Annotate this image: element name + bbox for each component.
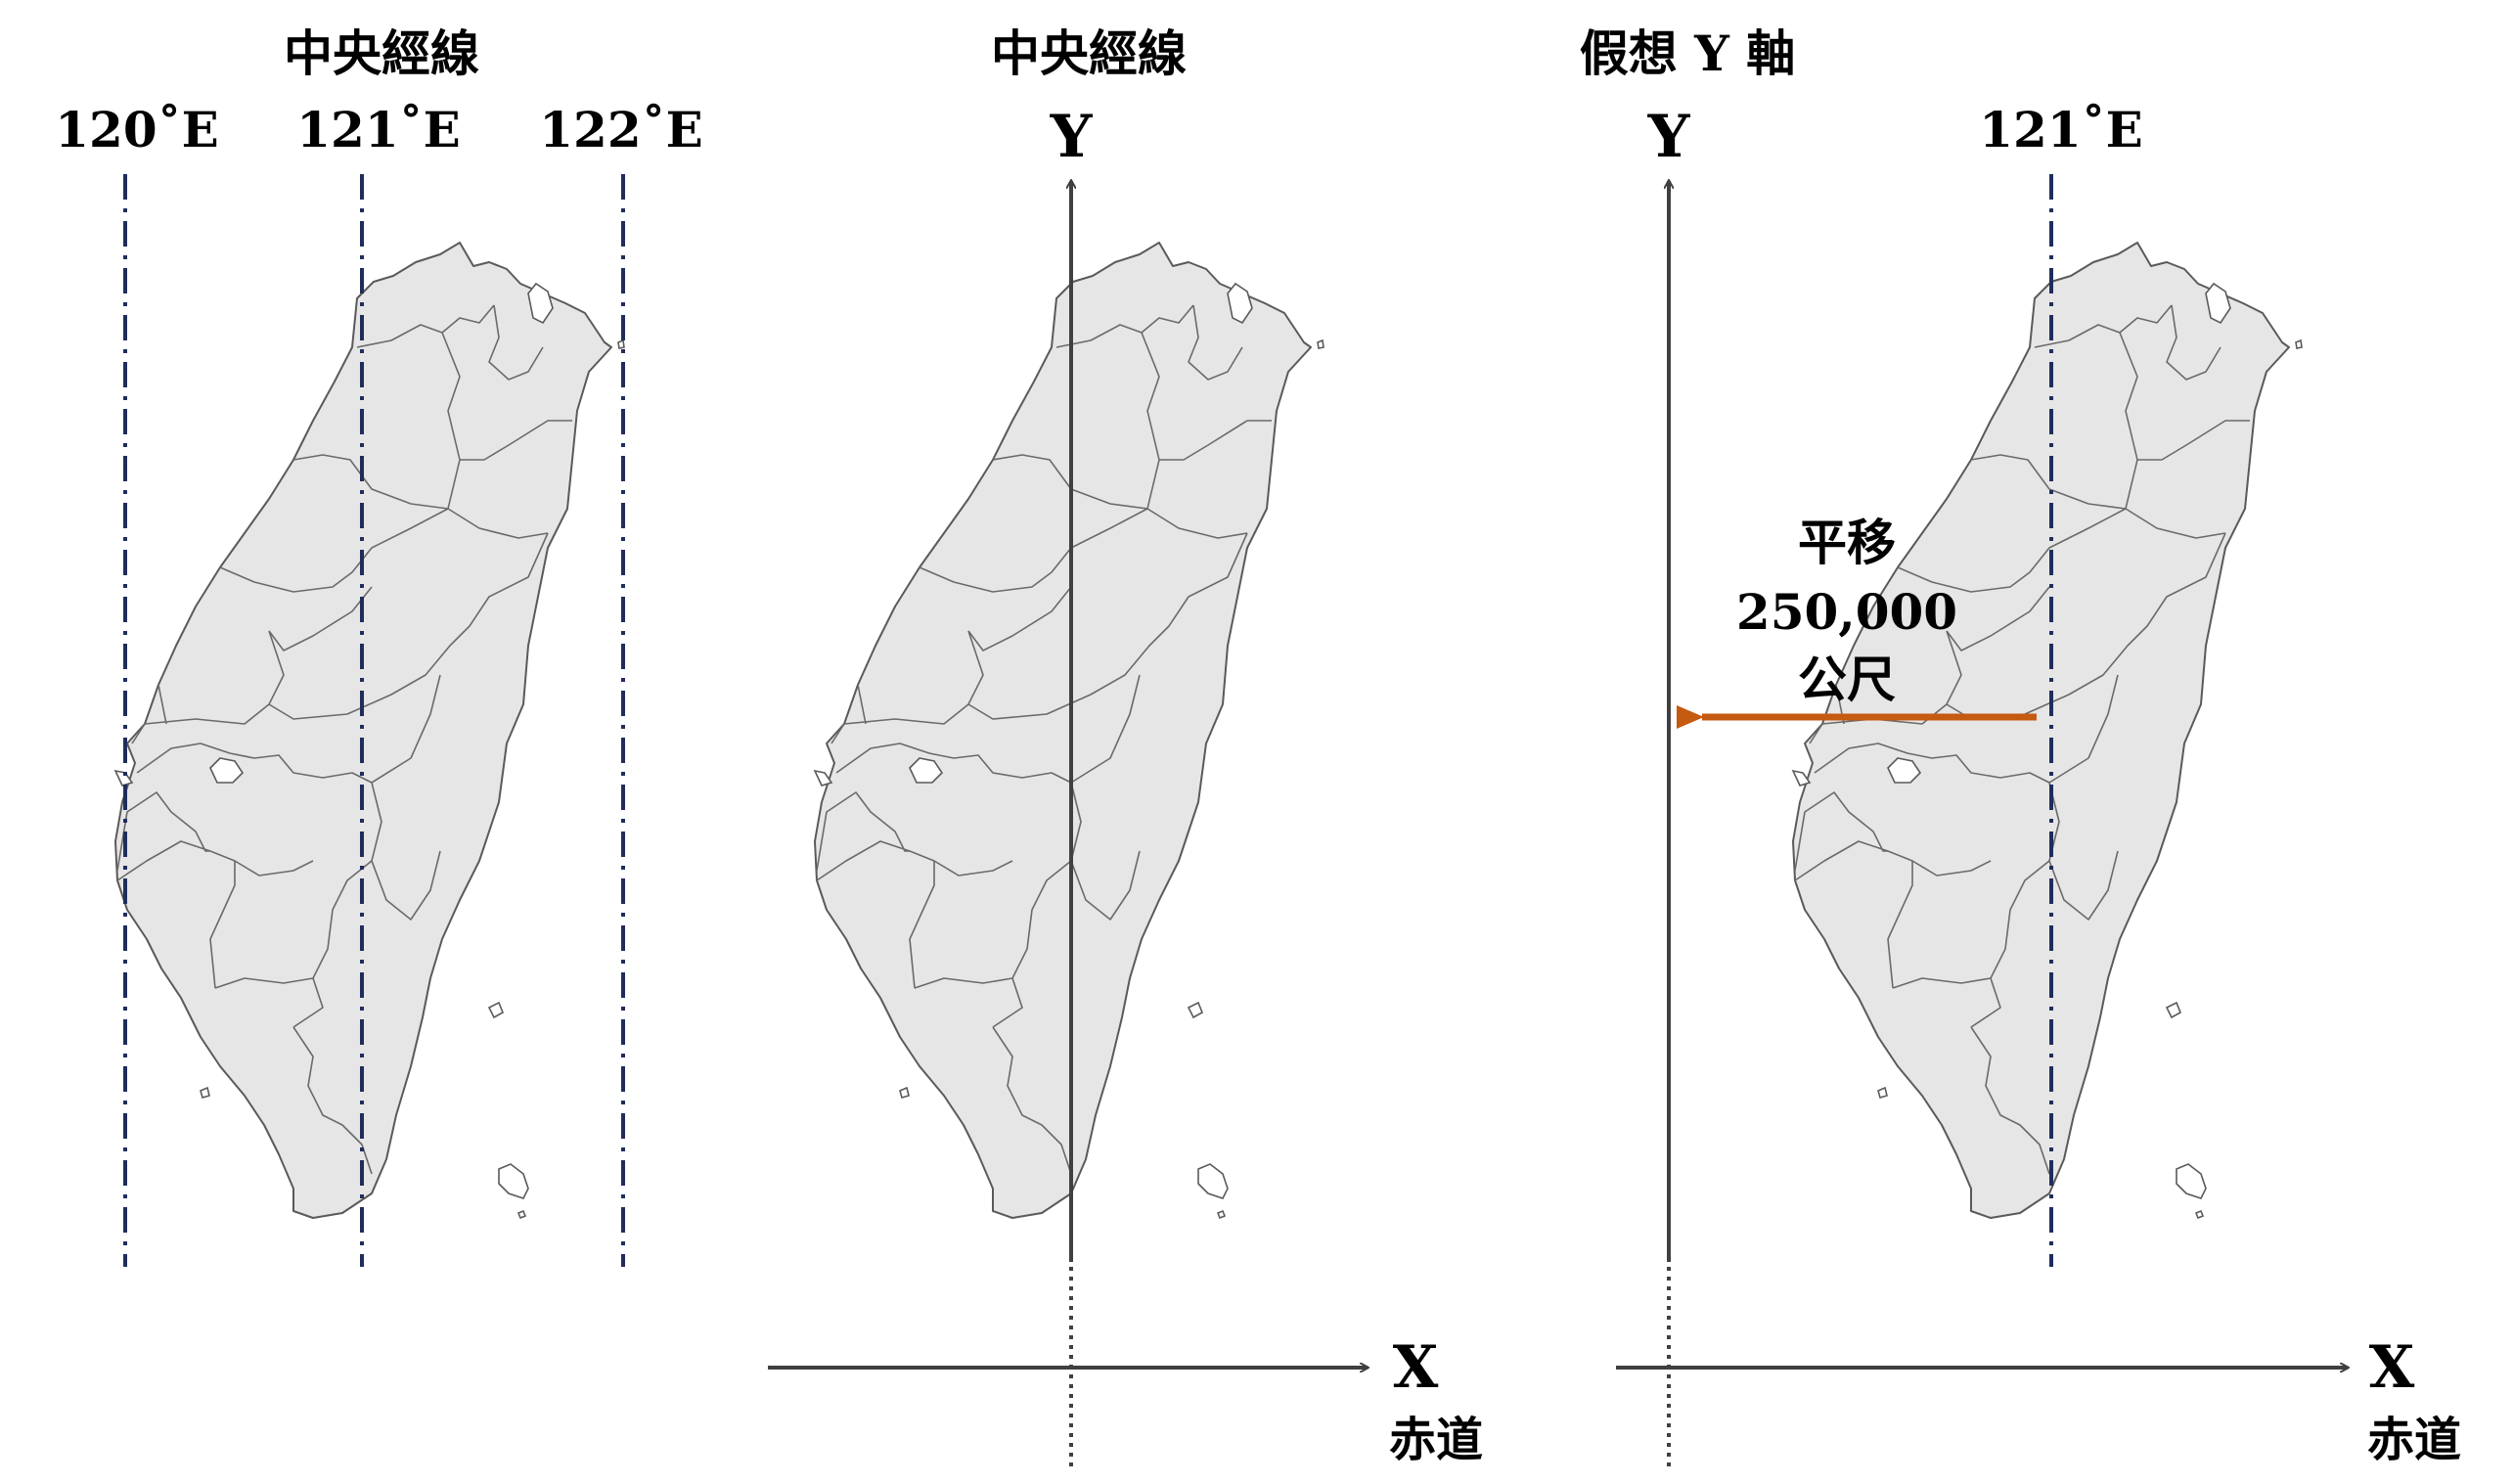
panel2-title: 中央經線 — [991, 24, 1187, 82]
meridian-label-122: 122˚E — [539, 101, 702, 158]
panel-1: 中央經線 120˚E 121˚E 122˚E — [55, 24, 703, 1267]
meridian-label-120: 120˚E — [55, 101, 218, 158]
shift-label-line1: 平移 — [1798, 514, 1896, 571]
taiwan-map — [1792, 242, 2303, 1219]
taiwan-map — [114, 242, 625, 1219]
meridian-label-121: 121˚E — [1979, 101, 2142, 158]
shift-label-line2: 250,000 — [1736, 583, 1957, 641]
x-axis-label: X — [1393, 1333, 1439, 1402]
panel1-title: 中央經線 — [284, 24, 479, 82]
equator-label: 赤道 — [2367, 1413, 2461, 1467]
meridian-label-121: 121˚E — [296, 101, 460, 158]
equator-label: 赤道 — [1389, 1413, 1483, 1467]
panel-3: 假想 Y 軸 Y 121˚E X 赤道 平移 250,000 公尺 — [1580, 24, 2461, 1467]
y-axis-label: Y — [1050, 103, 1094, 171]
panel-2: 中央經線 Y X 赤道 — [768, 24, 1483, 1467]
panel3-title: 假想 Y 軸 — [1580, 24, 1796, 82]
shift-label-line3: 公尺 — [1798, 651, 1896, 708]
x-axis-label: X — [2369, 1333, 2415, 1402]
y-axis-label: Y — [1647, 103, 1691, 171]
